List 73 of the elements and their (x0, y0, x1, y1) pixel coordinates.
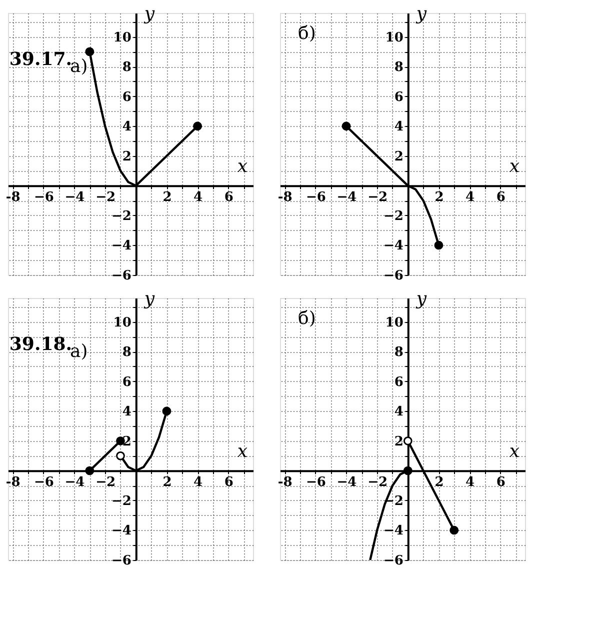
x-axis-title: x (237, 441, 248, 462)
x-tick-label: −4 (336, 190, 357, 206)
y-tick-label: −4 (111, 238, 132, 254)
y-tick-label: 8 (394, 60, 404, 76)
y-tick-label: 10 (113, 315, 132, 330)
x-axis-title: x (237, 156, 248, 178)
y-tick-label: 4 (122, 404, 132, 420)
x-tick-label: −2 (96, 475, 116, 490)
x-tick-label: 2 (434, 190, 444, 206)
x-tick-label: 4 (194, 190, 203, 206)
x-tick-label: 2 (162, 190, 172, 206)
x-tick-label: −2 (368, 475, 388, 490)
y-axis-title: y (415, 288, 428, 310)
x-tick-label: −4 (336, 475, 357, 490)
x-tick-label: -8 (6, 475, 20, 490)
y-axis-title: y (415, 4, 428, 24)
y-tick-label: 10 (385, 315, 404, 330)
y-axis-title: y (143, 4, 156, 24)
x-tick-label: -8 (278, 475, 292, 490)
x-tick-label: 4 (194, 475, 203, 490)
y-tick-label: 4 (122, 120, 132, 135)
y-tick-label: −2 (383, 208, 404, 224)
text: 39.18. (9, 334, 72, 355)
text: 39.17. (9, 49, 72, 70)
y-tick-label: 2 (394, 434, 404, 450)
annotation: а) (70, 341, 88, 362)
y-tick-label: 8 (394, 345, 404, 360)
y-tick-label: −2 (111, 494, 132, 509)
y-tick-label: −4 (383, 238, 404, 254)
y-tick-label: 8 (122, 345, 132, 360)
y-tick-label: 2 (122, 149, 132, 164)
x-tick-label: −4 (64, 475, 85, 490)
x-tick-label: 4 (466, 190, 475, 206)
y-tick-label: 4 (394, 404, 404, 420)
y-tick-label: 6 (122, 90, 132, 105)
y-tick-label: 6 (122, 374, 132, 390)
y-tick-label: −2 (111, 208, 132, 224)
x-tick-label: −4 (64, 190, 85, 206)
y-tick-label: −4 (383, 524, 404, 539)
y-tick-label: −6 (111, 268, 132, 284)
y-tick-label: 8 (122, 60, 132, 76)
annotation: а) (70, 56, 88, 77)
y-tick-label: 6 (394, 90, 404, 105)
y-tick-label: 2 (122, 434, 132, 450)
y-tick-label: 2 (394, 149, 404, 164)
x-axis-title: x (509, 441, 520, 462)
y-tick-label: −6 (383, 554, 404, 568)
annotation: б) (298, 308, 316, 329)
x-tick-label: 6 (224, 190, 234, 206)
y-tick-label: −6 (111, 554, 132, 568)
x-axis-title: x (509, 156, 520, 178)
y-tick-label: 4 (394, 120, 404, 135)
x-tick-label: 6 (224, 475, 234, 490)
x-tick-label: −6 (306, 190, 326, 206)
x-tick-label: −2 (368, 190, 388, 206)
y-tick-label: −4 (111, 524, 132, 539)
x-tick-label: −6 (306, 475, 326, 490)
y-tick-label: −6 (383, 268, 404, 284)
x-tick-label: 2 (162, 475, 172, 490)
x-tick-label: −6 (34, 475, 54, 490)
x-tick-label: 4 (466, 475, 475, 490)
y-axis-title: y (143, 288, 156, 310)
x-tick-label: −6 (34, 190, 54, 206)
x-tick-label: -8 (278, 190, 292, 206)
x-tick-label: 6 (496, 475, 506, 490)
y-tick-label: 10 (113, 30, 132, 46)
x-tick-label: -8 (6, 190, 20, 206)
x-tick-label: 2 (434, 475, 444, 490)
annotation: б) (298, 23, 316, 44)
x-tick-label: −2 (96, 190, 116, 206)
x-tick-label: 6 (496, 190, 506, 206)
y-tick-label: 10 (385, 30, 404, 46)
y-tick-label: 6 (394, 374, 404, 390)
